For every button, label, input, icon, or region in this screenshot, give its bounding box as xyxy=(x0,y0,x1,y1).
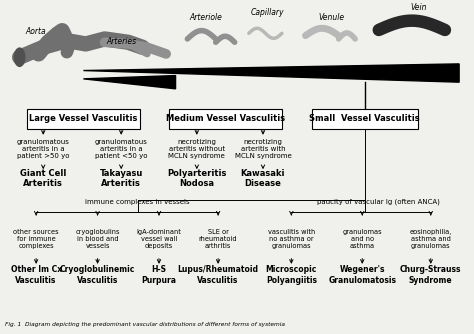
Text: Other Im Cx
Vasculitis: Other Im Cx Vasculitis xyxy=(10,266,62,285)
Polygon shape xyxy=(83,75,175,89)
Text: necrotizing
arteritis without
MCLN syndrome: necrotizing arteritis without MCLN syndr… xyxy=(168,139,225,159)
Text: immune complexes in vessels: immune complexes in vessels xyxy=(85,199,190,205)
Text: Cryoglobulinemic
Vasculitis: Cryoglobulinemic Vasculitis xyxy=(60,266,135,285)
Text: IgA-dominant
vessel wall
deposits: IgA-dominant vessel wall deposits xyxy=(137,228,182,248)
Ellipse shape xyxy=(14,48,25,66)
Text: Polyarteritis
Nodosa: Polyarteritis Nodosa xyxy=(167,169,227,188)
FancyBboxPatch shape xyxy=(169,109,282,129)
Text: necrotizing
arteritis with
MCLN syndrome: necrotizing arteritis with MCLN syndrome xyxy=(235,139,292,159)
Text: granulomatous
arteritis in a
patient <50 yo: granulomatous arteritis in a patient <50… xyxy=(95,139,147,159)
Text: Kawasaki
Disease: Kawasaki Disease xyxy=(241,169,285,188)
Text: Takayasu
Arteritis: Takayasu Arteritis xyxy=(100,169,143,188)
Text: Venule: Venule xyxy=(319,13,345,22)
Polygon shape xyxy=(83,64,459,82)
Text: Medium Vessel Vasculitis: Medium Vessel Vasculitis xyxy=(165,114,285,123)
Text: Fig. 1  Diagram depicting the predominant vascular distributions of different fo: Fig. 1 Diagram depicting the predominant… xyxy=(5,322,285,327)
Text: Arteries: Arteries xyxy=(106,37,136,46)
Text: H-S
Purpura: H-S Purpura xyxy=(142,266,176,285)
Text: Giant Cell
Arteritis: Giant Cell Arteritis xyxy=(20,169,66,188)
FancyBboxPatch shape xyxy=(27,109,140,129)
Text: eosinophilia,
asthma and
granulomas: eosinophilia, asthma and granulomas xyxy=(410,228,452,248)
Text: granulomatous
arteritis in a
patient >50 yo: granulomatous arteritis in a patient >50… xyxy=(17,139,70,159)
Text: paucity of vascular Ig (often ANCA): paucity of vascular Ig (often ANCA) xyxy=(318,199,440,205)
Text: Lupus/Rheumatoid
Vasculitis: Lupus/Rheumatoid Vasculitis xyxy=(178,266,259,285)
Text: Large Vessel Vasculitis: Large Vessel Vasculitis xyxy=(29,114,137,123)
Text: SLE or
rheumatoid
arthritis: SLE or rheumatoid arthritis xyxy=(199,228,237,248)
Text: Capillary: Capillary xyxy=(251,8,284,17)
Text: Churg-Strauss
Syndrome: Churg-Strauss Syndrome xyxy=(400,266,462,285)
FancyBboxPatch shape xyxy=(312,109,418,129)
Text: Microscopic
Polyangiitis: Microscopic Polyangiitis xyxy=(265,266,317,285)
Text: Wegener's
Granulomatosis: Wegener's Granulomatosis xyxy=(328,266,396,285)
Text: vasculitis with
no asthma or
granulomas: vasculitis with no asthma or granulomas xyxy=(268,228,315,248)
Text: Arteriole: Arteriole xyxy=(190,13,223,22)
Text: Vein: Vein xyxy=(410,3,427,12)
Text: cryoglobulins
in blood and
vessels: cryoglobulins in blood and vessels xyxy=(75,228,120,248)
Text: granulomas
and no
asthma: granulomas and no asthma xyxy=(342,228,382,248)
Text: Small  Vessel Vasculitis: Small Vessel Vasculitis xyxy=(310,114,420,123)
Text: other sources
for immune
complexes: other sources for immune complexes xyxy=(13,228,59,248)
Text: Aorta: Aorta xyxy=(26,27,46,36)
